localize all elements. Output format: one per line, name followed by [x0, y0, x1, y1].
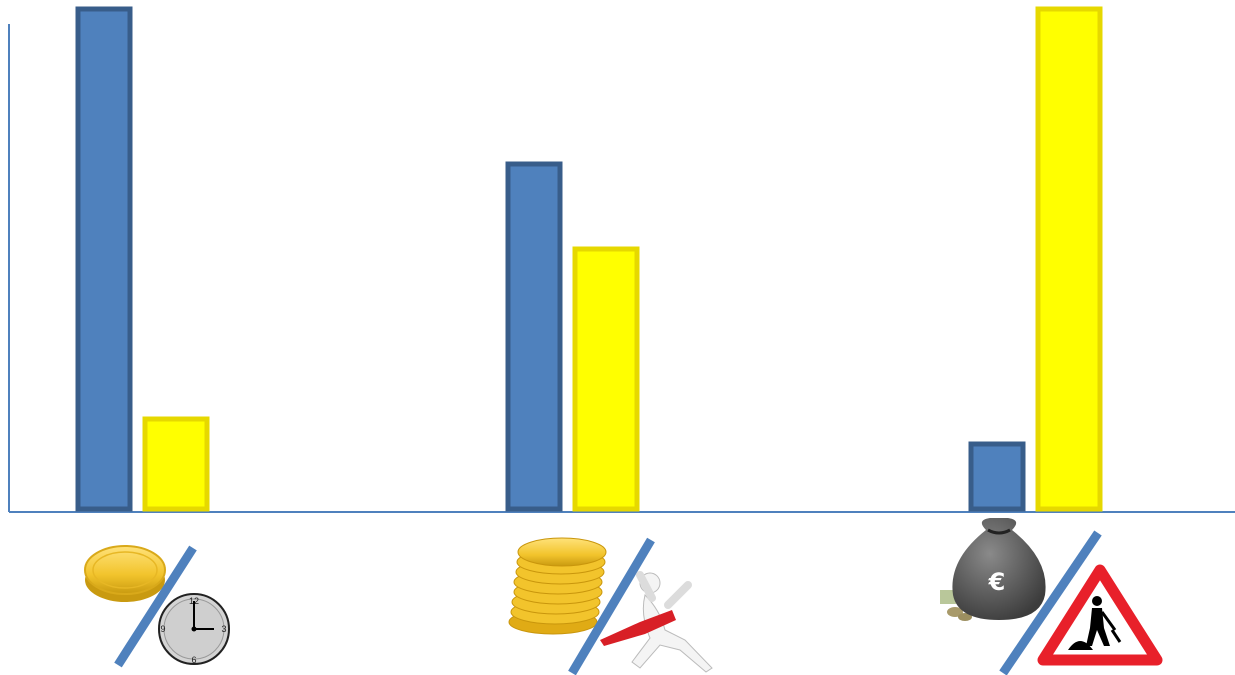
clock-number-9: 9 — [160, 624, 165, 634]
bar-series-1-category-3 — [968, 441, 1026, 512]
divider-slash-icon — [568, 537, 655, 675]
clock-number-6: 6 — [191, 655, 196, 665]
euro-money-bag-icon: € — [940, 518, 1046, 621]
divider-slash-icon — [114, 545, 197, 668]
clock-number-3: 3 — [221, 624, 226, 634]
category-2-icon-group — [508, 537, 713, 675]
bar-series-2-category-3 — [1035, 6, 1103, 512]
bar-series-1-category-1 — [75, 6, 133, 512]
bar-marks — [75, 6, 1103, 512]
euro-symbol: € — [988, 568, 1006, 596]
roadwork-warning-sign-icon — [1037, 564, 1163, 666]
coin-stack-icon — [508, 537, 607, 635]
bar-series-2-category-2 — [572, 246, 640, 512]
bar-series-2-category-1 — [142, 416, 210, 512]
clock-icon: 12 3 6 9 — [158, 593, 230, 665]
category-3-icon-group: € — [940, 518, 1163, 675]
gold-coin-icon — [84, 545, 166, 602]
bar-series-1-category-2 — [505, 161, 563, 512]
finish-line-runner-icon — [600, 571, 713, 673]
category-1-icon-group: 12 3 6 9 — [84, 545, 230, 668]
divider-slash-icon — [999, 530, 1102, 675]
